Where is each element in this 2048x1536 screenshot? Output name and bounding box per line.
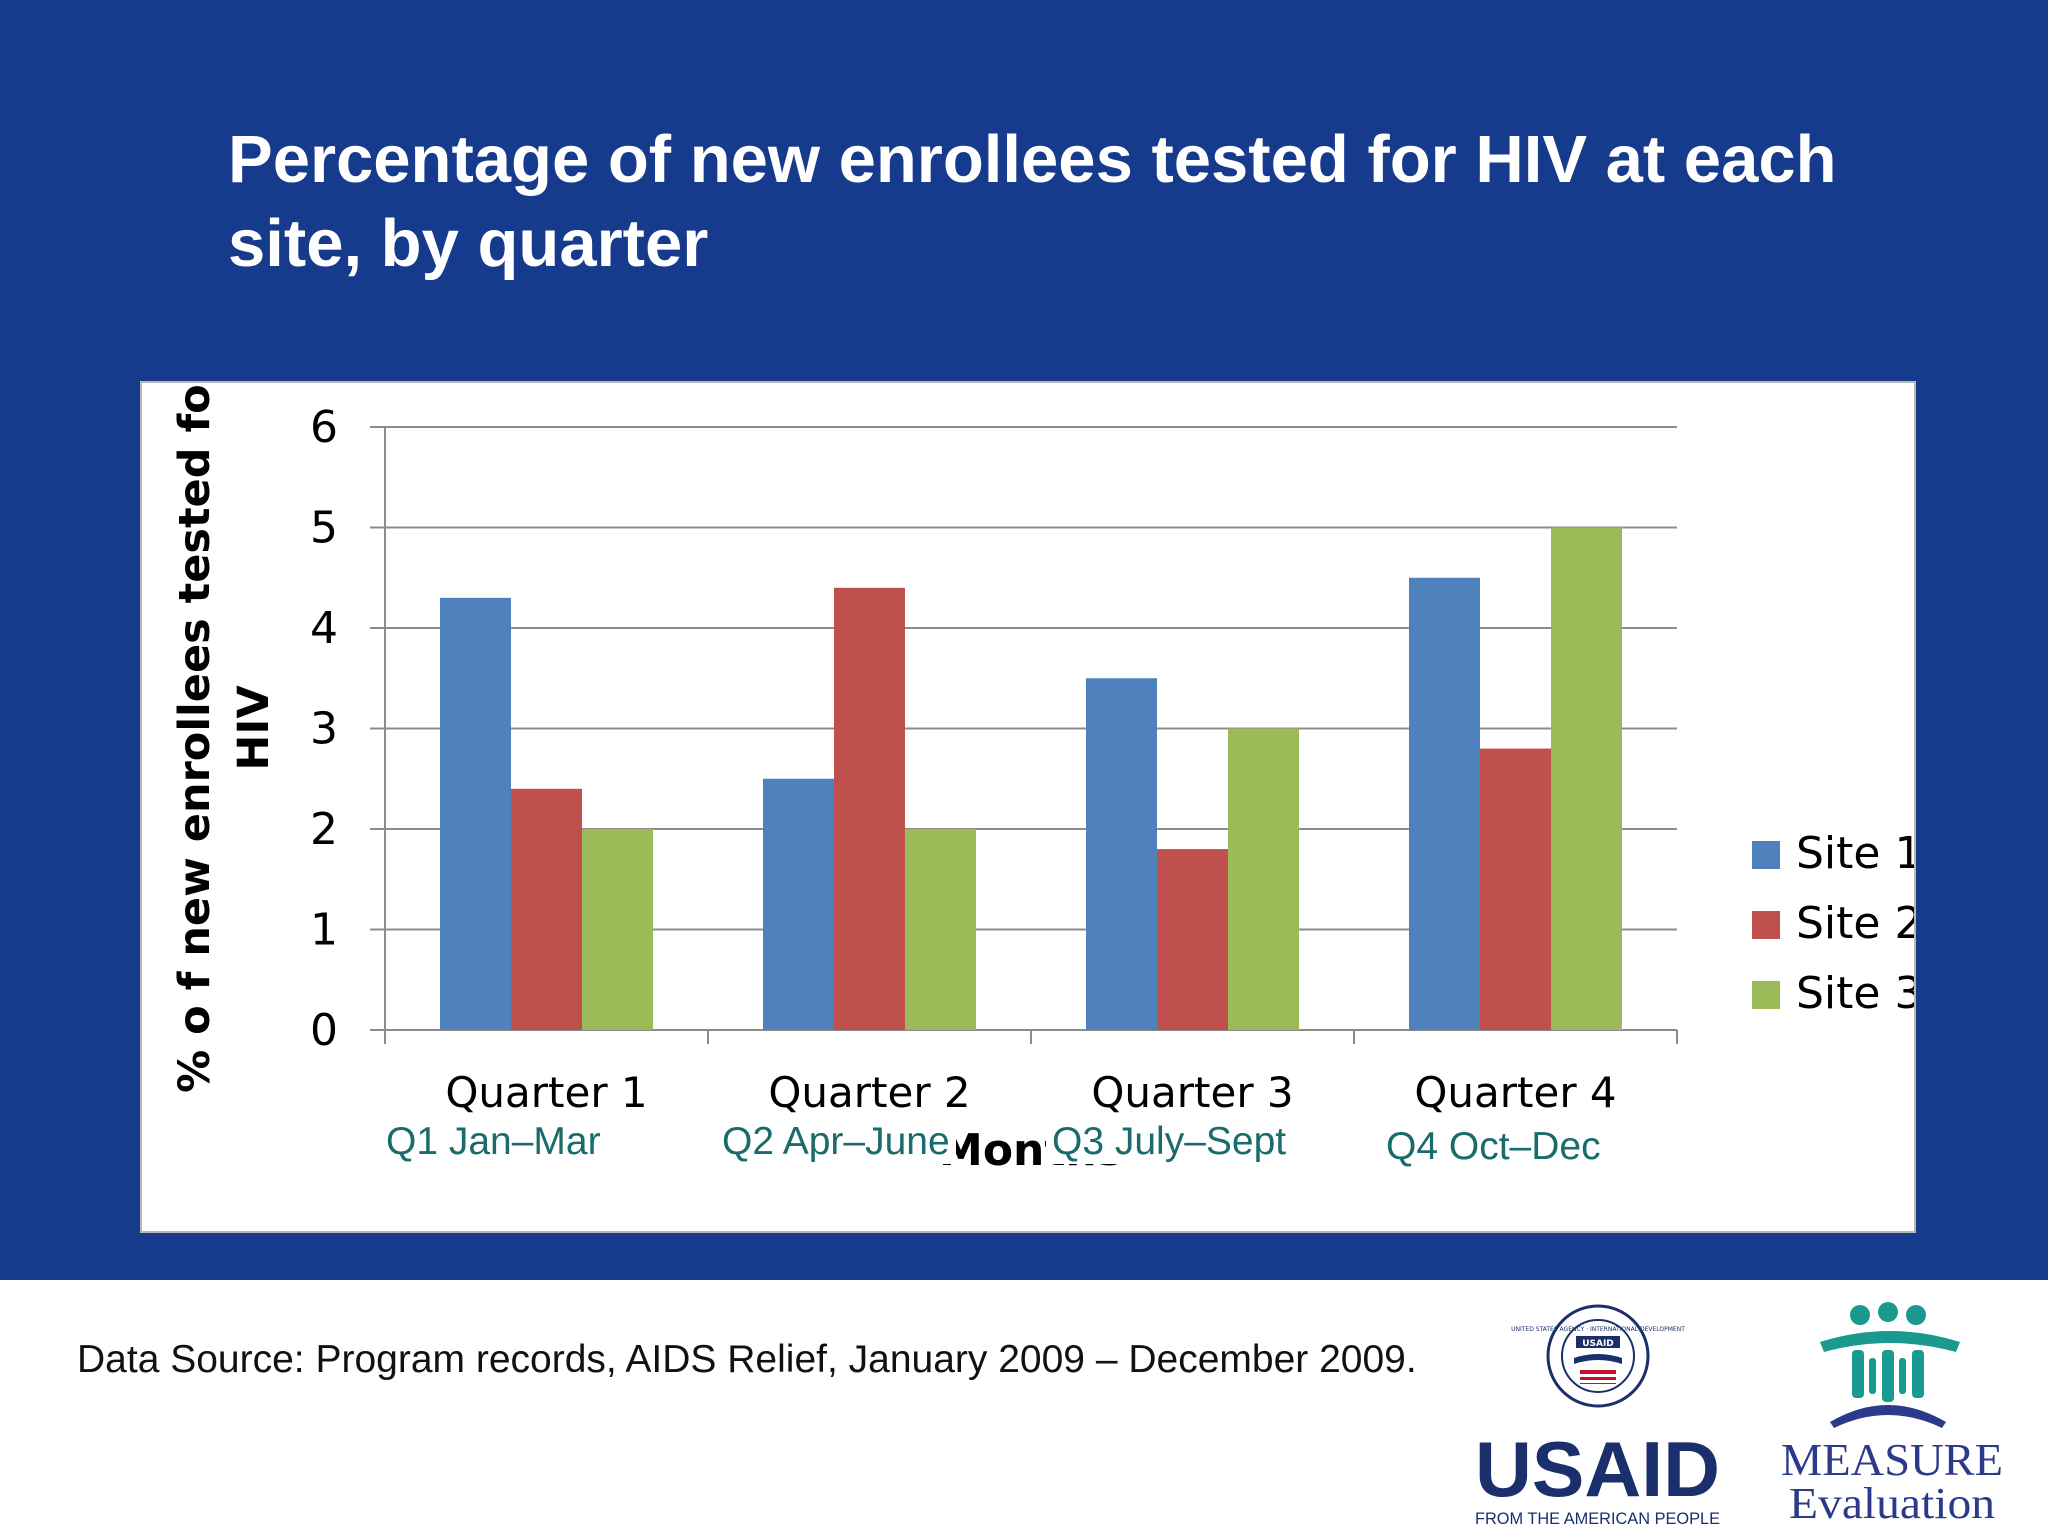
x-category-label: Quarter 1 bbox=[445, 1068, 647, 1117]
x-category-label: Quarter 3 bbox=[1091, 1068, 1293, 1117]
measure-line1: MEASURE bbox=[1781, 1434, 2003, 1485]
measure-line2: Evaluation bbox=[1789, 1479, 1995, 1528]
usaid-tagline: FROM THE AMERICAN PEOPLE bbox=[1475, 1509, 1720, 1528]
x-category-label: Quarter 4 bbox=[1414, 1068, 1616, 1117]
legend-swatch bbox=[1752, 911, 1780, 939]
usaid-wordmark: USAID bbox=[1475, 1425, 1720, 1513]
bar-site-1-quarter-4 bbox=[1409, 577, 1480, 1030]
quarter-date-range-label: Q3 July–Sept bbox=[1046, 1120, 1293, 1164]
bar-site-1-quarter-2 bbox=[763, 778, 834, 1030]
bar-site-1-quarter-1 bbox=[440, 597, 511, 1030]
usaid-seal-center-text: USAID bbox=[1582, 1339, 1614, 1349]
bar-site-1-quarter-3 bbox=[1086, 678, 1157, 1030]
bar-site-2-quarter-3 bbox=[1157, 849, 1228, 1030]
legend-label: Site 3 bbox=[1796, 968, 1916, 1019]
bar-site-2-quarter-1 bbox=[511, 788, 582, 1030]
bar-site-3-quarter-1 bbox=[582, 829, 653, 1030]
bar-site-3-quarter-3 bbox=[1228, 728, 1299, 1030]
y-tick-label: 2 bbox=[310, 804, 338, 855]
measure-evaluation-logo: MEASURE Evaluation bbox=[1781, 1302, 2003, 1528]
bar-site-2-quarter-2 bbox=[834, 587, 905, 1030]
people-icon bbox=[1820, 1302, 1960, 1402]
quarter-date-range-label: Q4 Oct–Dec bbox=[1380, 1125, 1607, 1169]
bar-site-3-quarter-4 bbox=[1551, 527, 1622, 1030]
y-tick-label: 4 bbox=[310, 603, 338, 654]
quarter-date-range-label: Q1 Jan–Mar bbox=[380, 1120, 607, 1164]
slide-title: Percentage of new enrollees tested for H… bbox=[228, 122, 1837, 281]
quarter-date-range-label: Q2 Apr–June bbox=[716, 1120, 956, 1164]
y-tick-label: 3 bbox=[310, 704, 338, 755]
y-tick-label: 6 bbox=[310, 402, 338, 453]
y-tick-label: 5 bbox=[310, 503, 338, 554]
y-tick-label: 1 bbox=[310, 905, 338, 956]
y-tick-label: 0 bbox=[310, 1005, 338, 1056]
x-category-label: Quarter 2 bbox=[768, 1068, 970, 1117]
y-axis-label: HIV bbox=[229, 685, 279, 771]
legend-label: Site 2 bbox=[1796, 898, 1916, 949]
chart-panel: 0 1 2 3 4 5 6 Quarter 1 Quarter 2 Quarter 3 Quarte… bbox=[140, 381, 1916, 1233]
usaid-logo: UNITED STATES AGENCY · INTERNATIONAL DEV… bbox=[1475, 1304, 1720, 1528]
y-axis-label: % o f new enrollees tested for bbox=[170, 383, 220, 1093]
data-source-note: Data Source: Program records, AIDS Relie… bbox=[77, 1338, 1417, 1381]
legend-label: Site 1 bbox=[1796, 828, 1916, 879]
legend-swatch bbox=[1752, 841, 1780, 869]
legend-swatch bbox=[1752, 981, 1780, 1009]
bar-site-3-quarter-2 bbox=[905, 829, 976, 1030]
bar-site-2-quarter-4 bbox=[1480, 748, 1551, 1030]
bar-chart: 0 1 2 3 4 5 6 Quarter 1 Quarter 2 Quarter 3 Quarte… bbox=[170, 383, 1916, 1176]
usaid-seal-ring-text: UNITED STATES AGENCY · INTERNATIONAL DEV… bbox=[1511, 1326, 1685, 1333]
